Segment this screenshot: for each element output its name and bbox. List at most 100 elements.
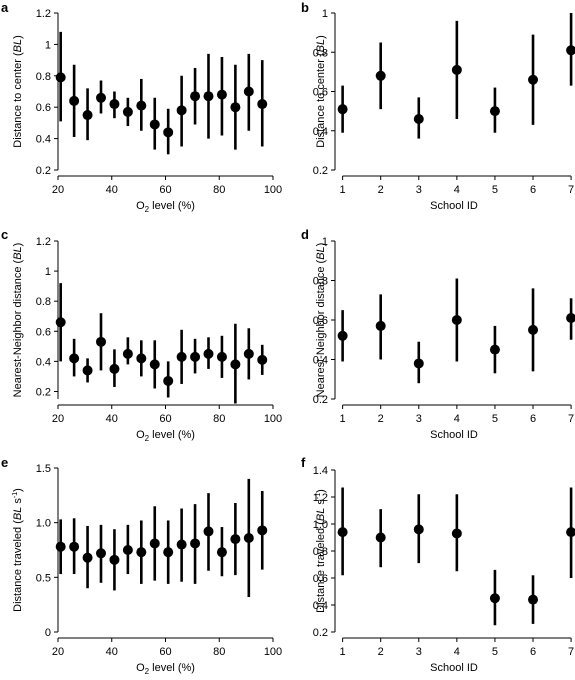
y-axis-label: Distance to center (BL): [12, 35, 24, 148]
panel-letter: a: [1, 0, 9, 15]
x-tick-label: 60: [159, 646, 171, 658]
y-tick-label: 0.4: [313, 600, 328, 612]
y-axis-label-rest: ): [12, 35, 24, 39]
x-tick-label: 2: [378, 413, 384, 425]
x-tick-label: 60: [159, 184, 171, 196]
y-tick-label: 0.5: [36, 572, 51, 584]
x-axis-label-main: School ID: [430, 662, 478, 674]
x-tick-label: 60: [159, 413, 171, 425]
y-axis-label-unit: BL: [12, 507, 24, 520]
x-axis-label-main: O: [136, 662, 145, 674]
x-axis-label-rest: level (%): [149, 200, 195, 212]
x-tick-label: 20: [52, 646, 64, 658]
x-tick-label: 3: [416, 184, 422, 196]
y-tick-label: 0.4: [36, 134, 51, 146]
y-tick-label: 1: [45, 39, 51, 51]
y-tick-label: 0.6: [36, 326, 51, 338]
data-point: [489, 593, 500, 604]
panel-f: f 0.2 0.4 0.6 0.8 1.0 1.2 1.4 1 2 3 4 5 6 7 School ID Di…: [301, 455, 575, 674]
panel-letter: f: [301, 455, 306, 470]
y-axis-label: Distance traveled (BL s-1): [12, 488, 24, 612]
x-tick-label: 80: [213, 413, 225, 425]
data-point: [82, 365, 93, 376]
y-axis-label-main: Distance to center (: [12, 52, 24, 148]
data-point: [257, 525, 268, 536]
y-tick-label: 1.2: [313, 492, 328, 504]
data-point: [96, 548, 106, 559]
x-axis-label-rest: level (%): [149, 662, 195, 674]
data-point: [451, 528, 462, 539]
x-axis-label: O2 level (%): [136, 200, 195, 214]
x-axis-label-subscript: 2: [145, 667, 150, 676]
data-point: [109, 363, 120, 374]
data-point: [176, 351, 187, 362]
panel-c: c 0.2 0.4 0.6 0.8 1 1.2 20 40 60 80 100 O2 level (%)…: [1, 227, 282, 443]
data-point: [375, 532, 386, 543]
y-axis-label-rest: ): [315, 35, 327, 39]
data-point: [163, 547, 174, 558]
x-axis-label-main: O: [136, 429, 145, 441]
data-point: [528, 594, 539, 605]
x-tick-label: 40: [106, 646, 118, 658]
x-tick-label: 100: [264, 646, 282, 658]
data-point: [69, 541, 80, 552]
y-tick-label: 0: [45, 627, 51, 639]
y-tick-label: 0.6: [313, 315, 328, 327]
data-point: [413, 524, 424, 535]
data-point: [243, 348, 254, 359]
y-axis-label-unit: BL: [12, 39, 24, 52]
y-tick-label: 0.2: [313, 165, 328, 177]
panel-letter: d: [301, 227, 309, 242]
data-point: [203, 526, 214, 537]
x-axis-label: School ID: [430, 200, 478, 212]
data-point: [96, 92, 106, 103]
data-point: [413, 113, 424, 124]
y-tick-label: 0.2: [36, 165, 51, 177]
data-point: [82, 110, 93, 121]
y-axis-label-rest: ): [12, 243, 24, 247]
y-axis-label-unit: BL: [315, 39, 327, 52]
panel-letter: c: [1, 227, 8, 242]
y-tick-label: 1.2: [36, 8, 51, 20]
x-axis-label-subscript: 2: [145, 434, 150, 443]
y-axis-label-unit: BL: [12, 246, 24, 259]
data-point: [566, 45, 575, 56]
y-tick-label: 0.6: [313, 573, 328, 585]
panel-letter: b: [301, 0, 309, 15]
x-tick-label: 80: [213, 184, 225, 196]
y-tick-label: 1: [322, 8, 328, 20]
y-axis-label-rest: s: [12, 498, 24, 507]
y-tick-label: 1.2: [36, 236, 51, 248]
data-point: [163, 375, 174, 386]
data-point: [337, 104, 348, 115]
panel-e: e 0 0.5 1.0 1.5 20 40 60 80 100 O2 level (%) Distan…: [1, 455, 282, 676]
panel-a: a 0.2 0.4 0.6 0.8 1 1.2 20 40 60 80 100 O2 level (%)…: [1, 0, 282, 214]
x-tick-label: 1: [340, 413, 346, 425]
data-point: [149, 359, 160, 370]
data-point: [337, 330, 348, 341]
data-point: [136, 547, 147, 558]
data-point: [190, 538, 201, 549]
x-tick-label: 6: [530, 184, 536, 196]
data-point: [203, 348, 214, 359]
y-tick-label: 0.8: [36, 71, 51, 83]
data-point: [163, 127, 174, 138]
y-tick-label: 0.6: [313, 87, 328, 99]
data-point: [109, 99, 120, 110]
data-point: [451, 64, 462, 75]
y-axis-label-superscript: -1: [12, 492, 19, 498]
data-point: [122, 348, 133, 359]
x-tick-label: 5: [492, 184, 498, 196]
x-tick-label: 2: [378, 646, 384, 658]
data-point: [55, 317, 66, 328]
y-tick-label: 1.5: [36, 463, 51, 475]
data-point: [528, 74, 539, 85]
x-tick-label: 2: [378, 184, 384, 196]
data-point: [375, 70, 386, 81]
x-tick-label: 4: [454, 413, 460, 425]
x-tick-label: 6: [530, 646, 536, 658]
x-axis-label-rest: level (%): [149, 429, 195, 441]
data-point: [190, 351, 201, 362]
data-point: [149, 119, 160, 130]
